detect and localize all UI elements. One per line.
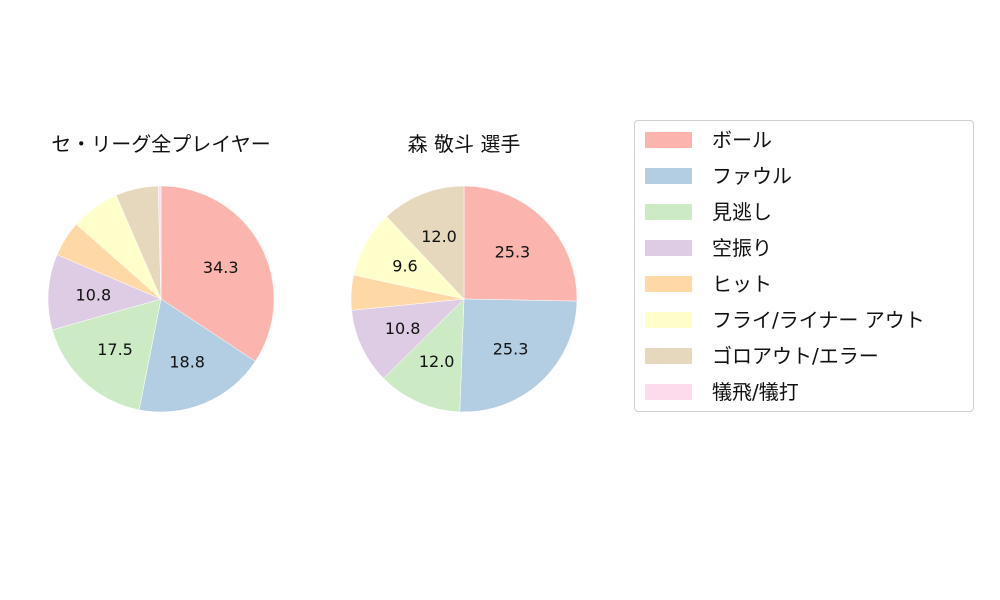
pie-slice bbox=[138, 298, 256, 413]
slice-label: 10.8 bbox=[385, 319, 421, 338]
pie-chart-league: 34.3 18.8 17.5 10.8 bbox=[47, 185, 275, 413]
legend-swatch bbox=[645, 132, 692, 148]
pie-slice bbox=[459, 298, 578, 413]
legend-label: 見逃し bbox=[712, 200, 772, 224]
slice-label: 17.5 bbox=[97, 340, 133, 359]
slice-label: 25.3 bbox=[493, 339, 529, 358]
legend-swatch bbox=[645, 384, 692, 400]
pie-slice bbox=[47, 254, 162, 331]
legend-label: 空振り bbox=[712, 236, 772, 260]
legend-label: ヒット bbox=[712, 272, 772, 296]
legend-swatch bbox=[645, 204, 692, 220]
slice-label: 18.8 bbox=[169, 353, 205, 372]
pie-slice bbox=[51, 298, 162, 411]
pie-slice bbox=[463, 185, 578, 302]
legend-swatch bbox=[645, 348, 692, 364]
legend-swatch bbox=[645, 276, 692, 292]
slice-label: 10.8 bbox=[76, 286, 112, 305]
pie-slice bbox=[383, 298, 465, 413]
legend: ボール ファウル 見逃し 空振り ヒット フライ/ライナー アウト ゴロアウト/… bbox=[634, 120, 974, 412]
legend-label: フライ/ライナー アウト bbox=[712, 308, 925, 332]
legend-swatch bbox=[645, 240, 692, 256]
chart-title-player: 森 敬斗 選手 bbox=[407, 132, 521, 156]
legend-swatch bbox=[645, 168, 692, 184]
slice-label: 34.3 bbox=[203, 258, 239, 277]
pie-slice bbox=[157, 185, 162, 300]
legend-label: ゴロアウト/エラー bbox=[712, 344, 879, 368]
legend-label: 犠飛/犠打 bbox=[712, 380, 799, 404]
slice-label: 12.0 bbox=[419, 352, 455, 371]
chart-title-league: セ・リーグ全プレイヤー bbox=[51, 132, 271, 156]
slice-label: 12.0 bbox=[421, 227, 457, 246]
slice-label: 25.3 bbox=[495, 243, 531, 262]
pie-chart-player: 25.325.312.010.89.612.0 bbox=[350, 185, 578, 413]
legend-label: ボール bbox=[712, 128, 772, 152]
pie-slice bbox=[351, 298, 465, 379]
slice-label: 9.6 bbox=[392, 257, 417, 276]
pie-slice bbox=[386, 185, 465, 300]
legend-label: ファウル bbox=[712, 164, 792, 188]
legend-swatch bbox=[645, 312, 692, 328]
